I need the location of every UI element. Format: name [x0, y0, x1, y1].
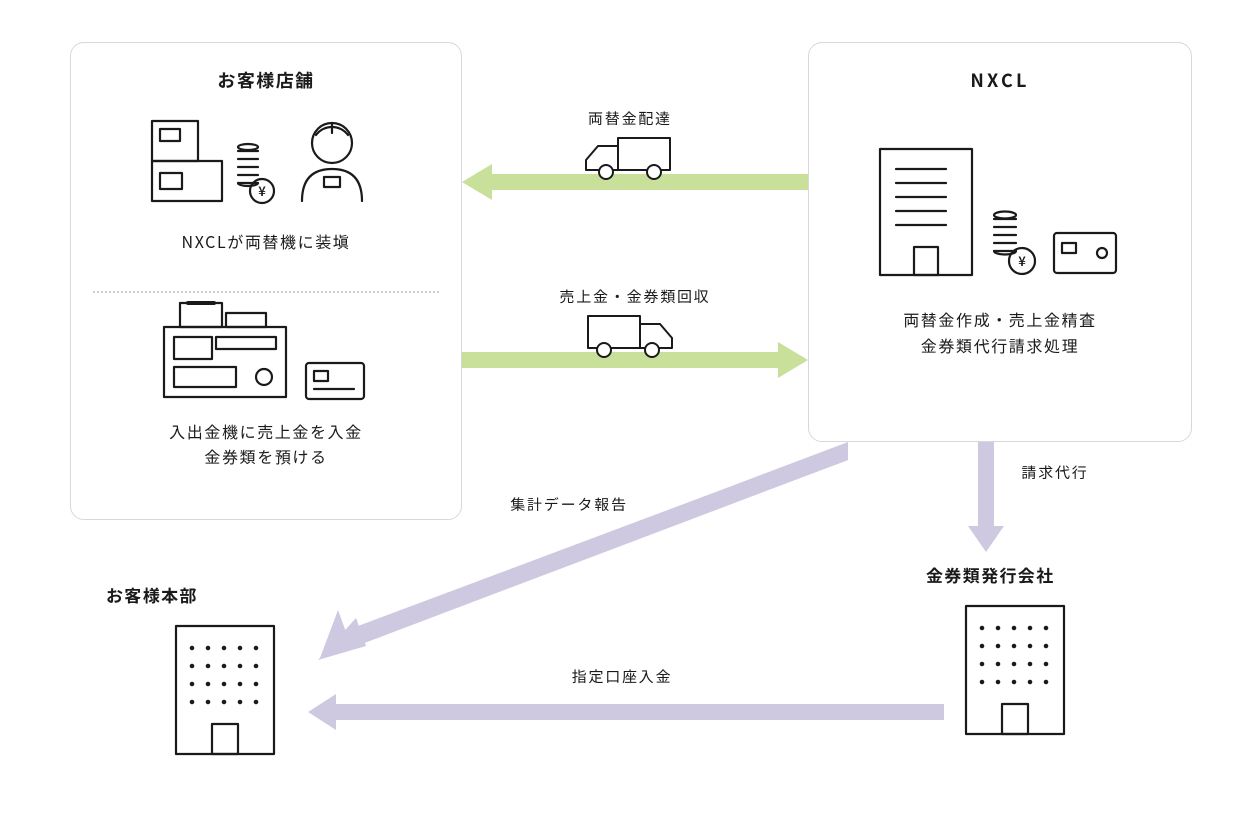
deliver-arrow — [462, 130, 808, 200]
nxcl-title: NXCL — [809, 67, 1191, 93]
svg-text:¥: ¥ — [1018, 251, 1026, 270]
hq-building-icon — [170, 620, 280, 760]
deliver-label: 両替金配達 — [560, 108, 700, 129]
store-divider — [93, 291, 439, 293]
issuer-building-icon — [960, 600, 1070, 740]
hq-title: お客様本部 — [106, 582, 198, 607]
store-lower-icons — [156, 295, 376, 405]
svg-text:¥: ¥ — [258, 181, 266, 200]
billing-label: 請求代行 — [1010, 462, 1100, 483]
deposit-arrow — [308, 694, 944, 730]
nxcl-caption-2: 金券類代行請求処理 — [809, 333, 1191, 359]
deposit-label: 指定口座入金 — [552, 666, 692, 687]
billing-arrow — [968, 442, 1004, 552]
collect-arrow — [462, 308, 808, 378]
store-upper-caption: NXCLが両替機に装塡 — [71, 229, 461, 255]
issuer-title: 金券類発行会社 — [926, 562, 1055, 587]
nxcl-icons: ¥ — [870, 135, 1130, 285]
collect-label: 売上金・金券類回収 — [530, 286, 740, 307]
store-lower-caption-1: 入出金機に売上金を入金 — [71, 419, 461, 445]
nxcl-box: NXCL ¥ 両替金作成・売上金精査 金券類代行請 — [808, 42, 1192, 442]
report-arrow — [308, 442, 848, 662]
store-upper-icons: ¥ — [146, 115, 386, 211]
store-title: お客様店舗 — [71, 67, 461, 93]
nxcl-caption-1: 両替金作成・売上金精査 — [809, 307, 1191, 333]
